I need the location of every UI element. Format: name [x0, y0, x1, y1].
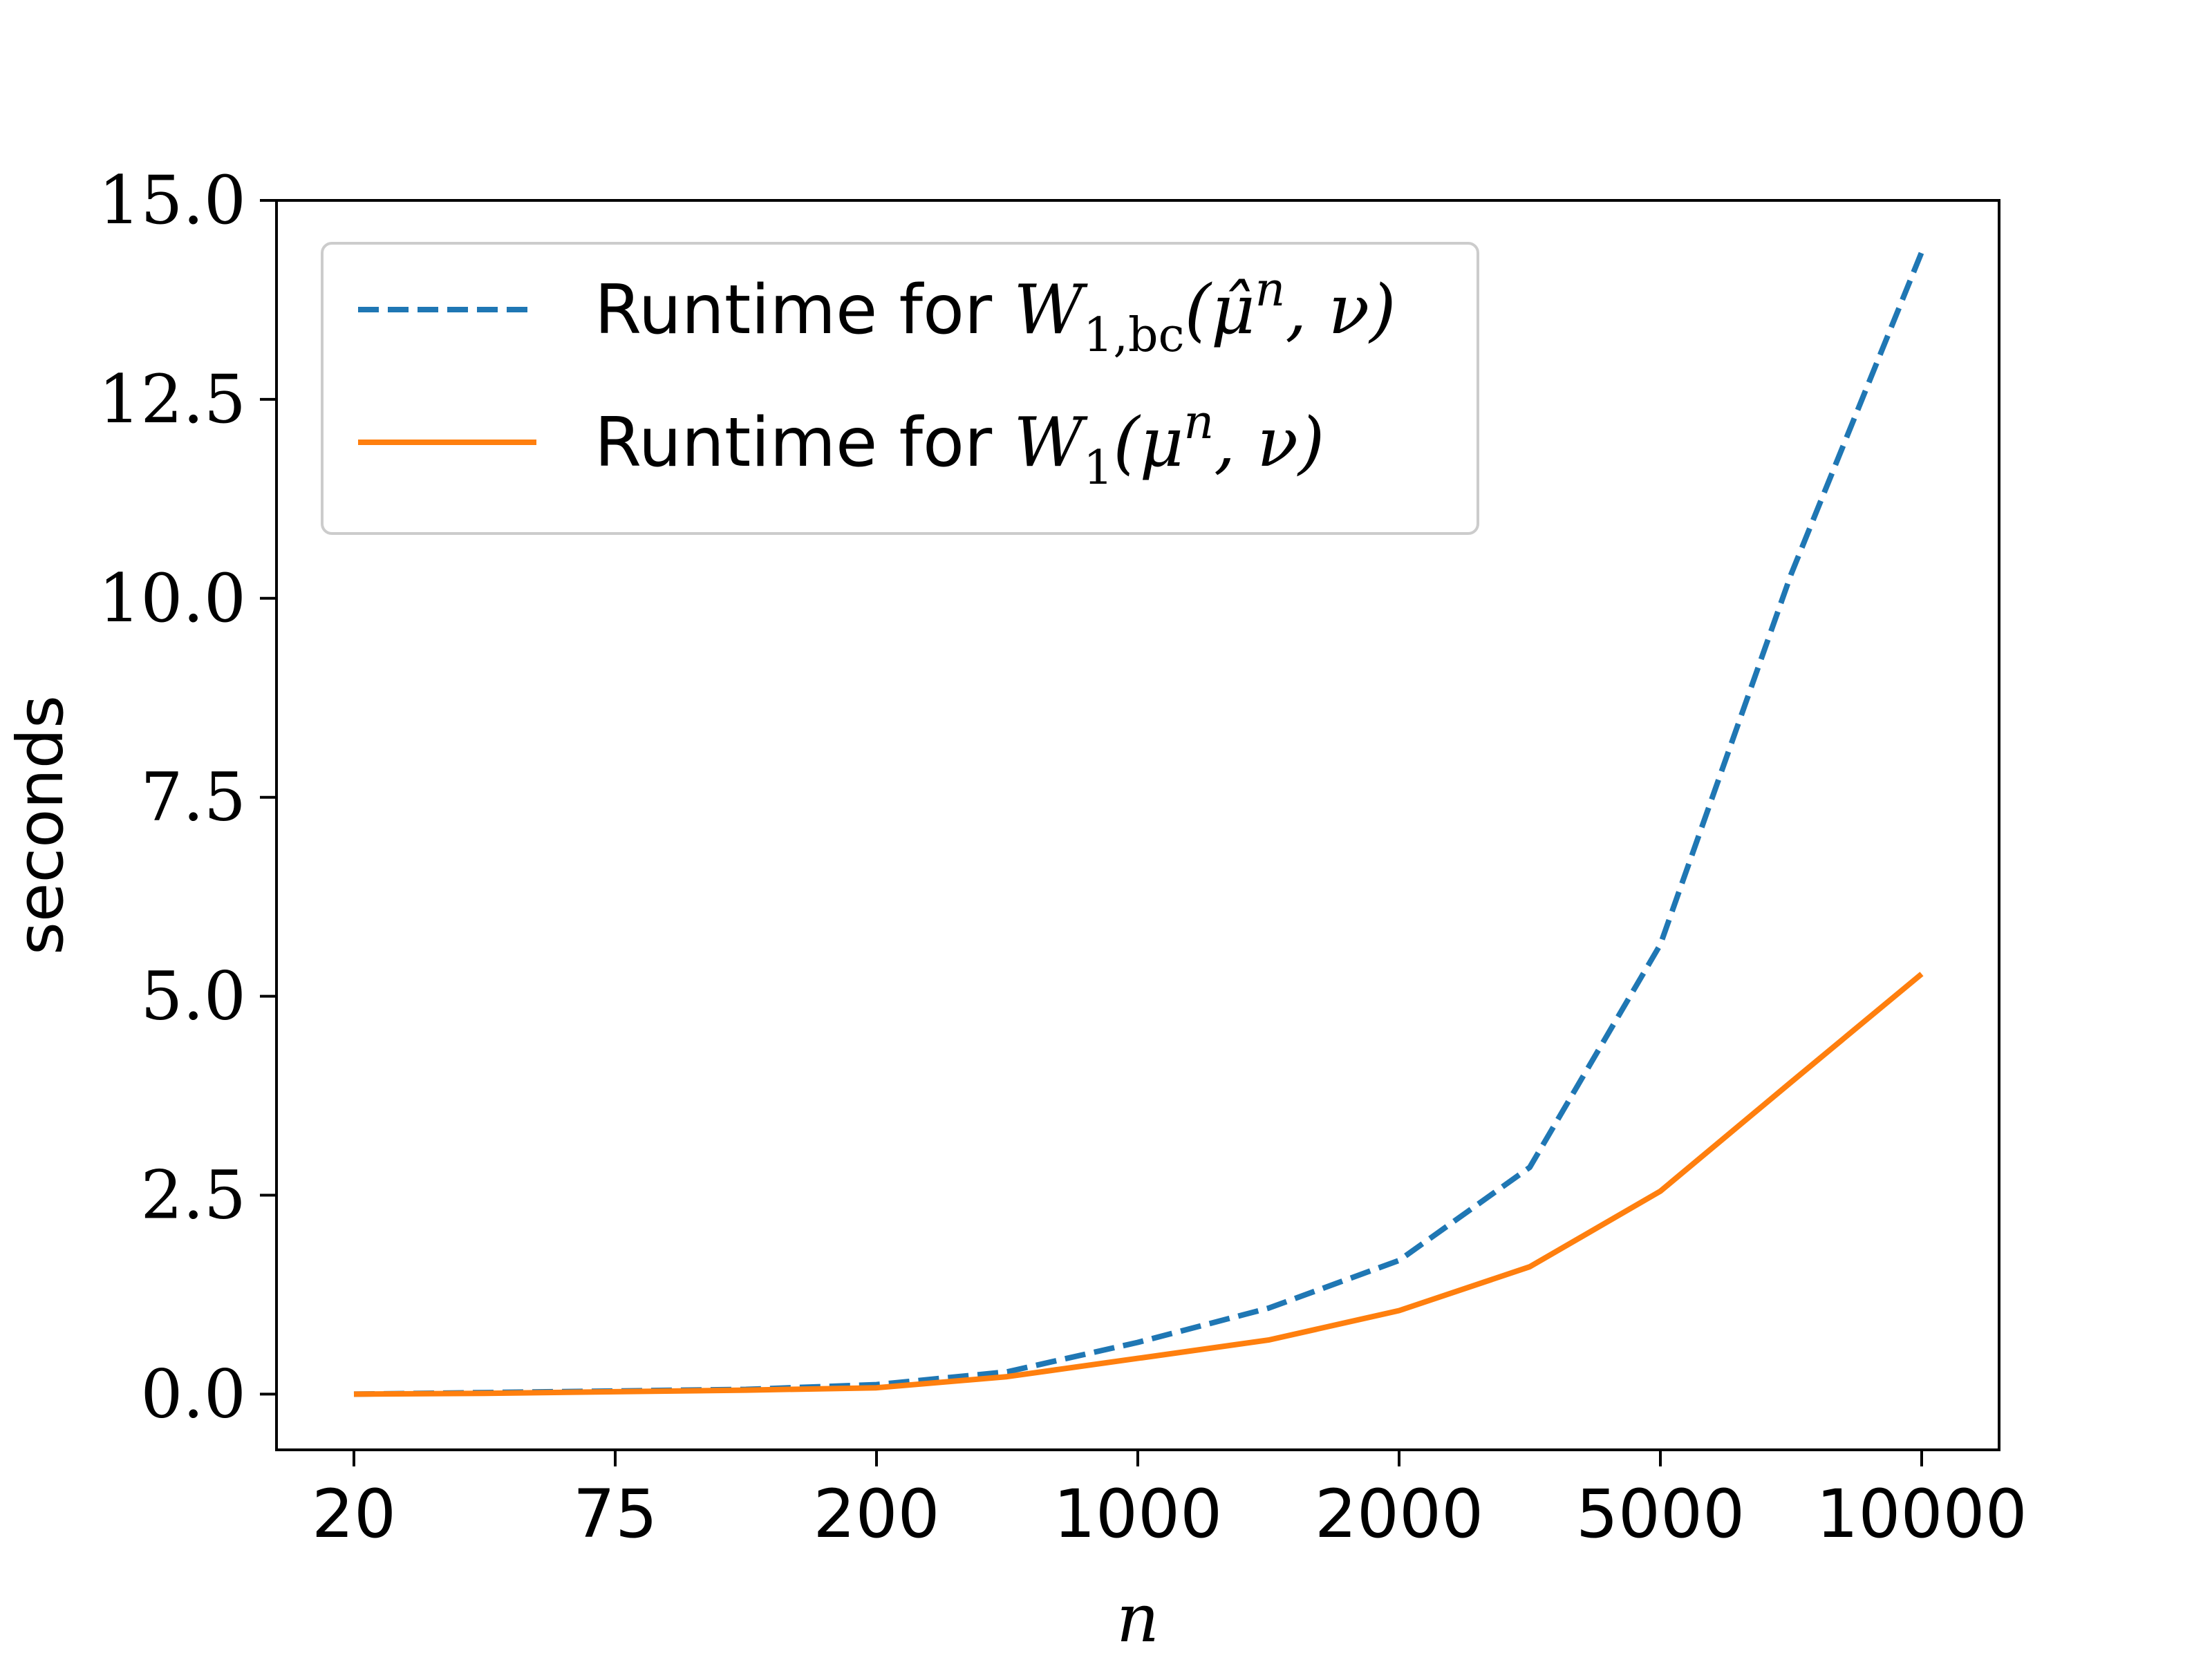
x-tick-label: 10000 [1816, 1475, 2027, 1553]
y-tick-label: 7.5 [140, 759, 246, 836]
legend-math-args: (μ̂ [1185, 271, 1255, 350]
legend-math-tail: , ν) [1214, 404, 1324, 482]
y-tick-label: 0.0 [140, 1355, 246, 1433]
y-tick-label: 2.5 [140, 1156, 246, 1234]
y-tick-label: 10.0 [98, 560, 246, 637]
legend-math-sub: 1,bc [1083, 308, 1185, 363]
legend-prefix: Runtime for [594, 271, 1013, 350]
y-axis: 0.0 2.5 5.0 7.5 10.0 12.5 15.0 [98, 162, 276, 1433]
legend: Runtime for W1,bc(μ̂n, ν)Runtime for W1(… [321, 242, 1479, 535]
legend-math-sup: n [1183, 395, 1214, 450]
x-tick-label: 5000 [1576, 1475, 1745, 1553]
x-axis: 20 75 200 1000 2000 5000 10000 [312, 1450, 2027, 1553]
legend-math-args: (μ [1113, 404, 1183, 482]
x-tick-label: 200 [813, 1475, 939, 1553]
legend-math-main: W [1013, 271, 1088, 350]
y-tick-label: 12.5 [98, 361, 246, 438]
legend-label: Runtime for W1(μn, ν) [594, 395, 1324, 495]
legend-prefix: Runtime for [594, 404, 1013, 482]
legend-label: Runtime for W1,bc(μ̂n, ν) [594, 263, 1396, 363]
x-tick-label: 20 [312, 1475, 396, 1553]
legend-math-main: W [1013, 404, 1088, 482]
legend-math-sub: 1 [1083, 441, 1113, 495]
legend-math-sup: n [1255, 263, 1286, 317]
y-tick-label: 5.0 [140, 958, 246, 1035]
x-tick-label: 75 [573, 1475, 657, 1553]
y-tick-label: 15.0 [98, 162, 246, 239]
x-tick-label: 2000 [1315, 1475, 1483, 1553]
series-line-1 [353, 251, 1924, 1397]
x-tick-label: 1000 [1053, 1475, 1222, 1553]
legend-math-tail: , ν) [1285, 271, 1396, 350]
series-line-2 [353, 972, 1924, 1397]
legend-box [321, 242, 1479, 535]
series-lines [353, 251, 1924, 1397]
x-axis-title: n [1116, 1580, 1159, 1657]
y-axis-title: seconds [3, 695, 77, 955]
